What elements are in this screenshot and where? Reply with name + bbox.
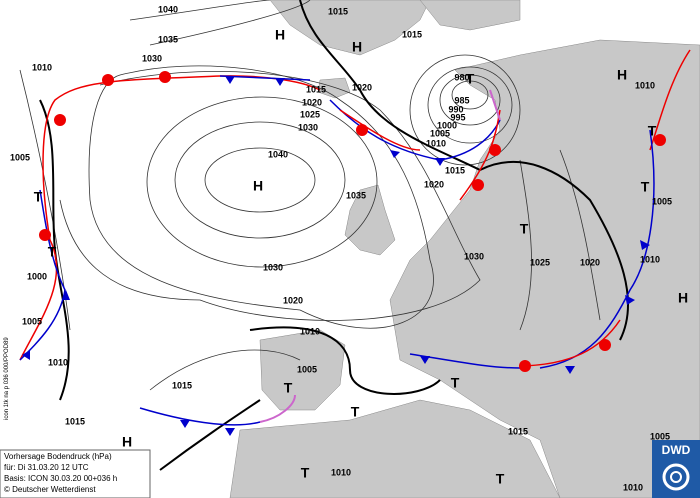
isobar-label: 1040 xyxy=(158,4,178,14)
pressure-center: T xyxy=(34,189,43,205)
pressure-labels: 1040 101510351030HH10151010980T9859909951… xyxy=(10,4,688,492)
isobar-label: 1015 xyxy=(402,29,422,39)
isobar-label: 1010 xyxy=(48,357,68,367)
info-line: © Deutscher Wetterdienst xyxy=(4,485,96,494)
info-line: Basis: ICON 30.03.20 00+036 h xyxy=(4,474,117,483)
isobar-label: 1030 xyxy=(263,262,283,272)
isobar-label: 1005 xyxy=(22,316,42,326)
pressure-center: H xyxy=(253,178,263,194)
pressure-center: T xyxy=(496,471,505,487)
isobar-label: 1030 xyxy=(298,122,318,132)
fronts xyxy=(19,49,691,436)
isobar-label: 1030 xyxy=(142,53,162,63)
info-line: für: Di 31.03.20 12 UTC xyxy=(4,463,89,472)
info-line: Vorhersage Bodendruck (hPa) xyxy=(4,452,112,461)
side-label: icon 1tk na p 036 000/PPOD89 xyxy=(4,337,10,420)
isobar-label: 1020 xyxy=(283,295,303,305)
isobar-label: 1015 xyxy=(445,165,465,175)
isobar-label: 1010 xyxy=(426,138,446,148)
isobar-label: 1005 xyxy=(10,152,30,162)
logo-icon xyxy=(670,471,682,483)
pressure-center: H xyxy=(352,39,362,55)
isobar-label: 1035 xyxy=(158,34,178,44)
isobar-label: 1010 xyxy=(640,254,660,264)
isobar-label: 1015 xyxy=(328,6,348,16)
isobar-label: 985 xyxy=(454,95,469,105)
isobar-label: 1040 xyxy=(268,149,288,159)
isobar-label: 1030 xyxy=(464,251,484,261)
isobar-label: 1010 xyxy=(300,326,320,336)
pressure-center: H xyxy=(678,290,688,306)
isobar-label: 1015 xyxy=(508,426,528,436)
land xyxy=(229,0,700,498)
logo-text: DWD xyxy=(662,443,691,457)
isobar-label: 1005 xyxy=(650,431,670,441)
pressure-center: T xyxy=(284,380,293,396)
pressure-center: H xyxy=(617,67,627,83)
pressure-center: T xyxy=(451,375,460,391)
isobar-label: 1000 xyxy=(27,271,47,281)
isobar-label: 990 xyxy=(448,104,463,114)
isobar-label: 1005 xyxy=(430,128,450,138)
logo-icon xyxy=(662,463,690,491)
isobar-label: 1025 xyxy=(300,109,320,119)
isobar-label: 1020 xyxy=(352,82,372,92)
isobar-label: 1015 xyxy=(172,380,192,390)
pressure-center: T xyxy=(641,179,650,195)
isobar-label: 1035 xyxy=(346,190,366,200)
pressure-center: H xyxy=(122,434,132,450)
isobar-label: 1020 xyxy=(302,97,322,107)
pressure-center: H xyxy=(275,27,285,43)
isobar-label: 1020 xyxy=(424,179,444,189)
isobar-label: 1005 xyxy=(652,196,672,206)
isobar-label: 1015 xyxy=(65,416,85,426)
isobar-label: 1010 xyxy=(331,467,351,477)
isobar-label: 1005 xyxy=(297,364,317,374)
pressure-center: T xyxy=(351,404,360,420)
isobar-label: 995 xyxy=(450,112,465,122)
isobar-label: 1010 xyxy=(32,62,52,72)
pressure-center: T xyxy=(520,221,529,237)
info-box xyxy=(0,449,151,498)
isobar-label: 1025 xyxy=(530,257,550,267)
pressure-center: T xyxy=(466,71,475,87)
pressure-center: T xyxy=(648,123,657,139)
isobar-label: 1020 xyxy=(580,257,600,267)
isobar-label: 1015 xyxy=(306,84,326,94)
pressure-center: T xyxy=(48,244,57,260)
isobar-label: 1010 xyxy=(635,80,655,90)
isobar-label: 980 xyxy=(454,72,469,82)
pressure-center: T xyxy=(301,465,310,481)
isobar-label: 1000 xyxy=(437,120,457,130)
isobar-label: 1010 xyxy=(623,482,643,492)
